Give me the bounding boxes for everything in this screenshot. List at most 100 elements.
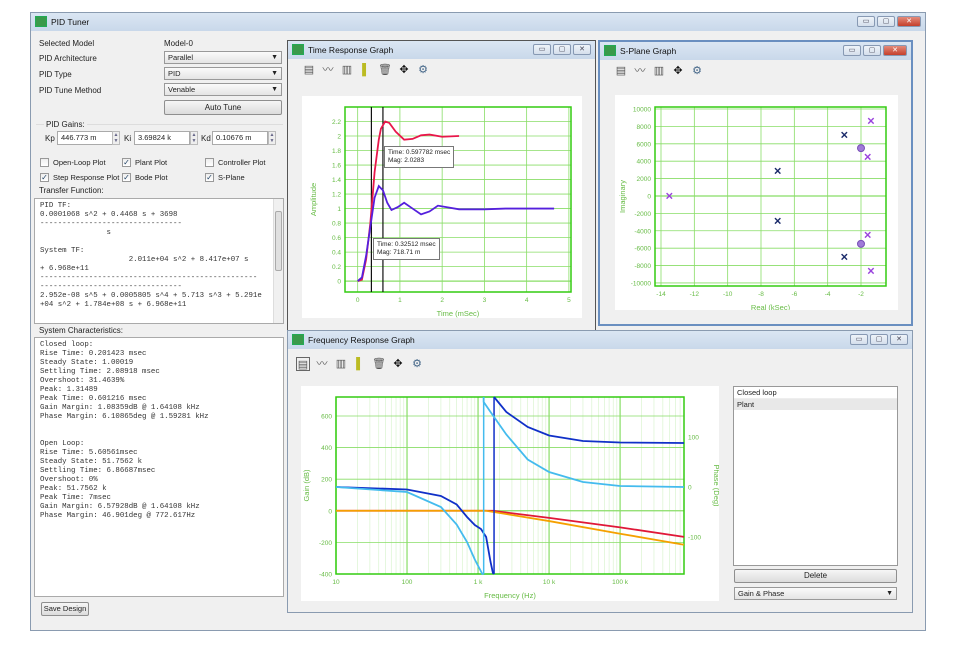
s-plane-chart-area: -14 -12 -10 -8 -6 -4 -2 -10000 -8000 -6000 -4000 -2… [615,95,898,312]
transfer-function-text[interactable]: PID TF: 0.0001068 s^2 + 0.4468 s + 3698 … [34,198,284,324]
chart-export-icon[interactable]: ▥ [335,358,347,370]
y-tick-label: 0 [337,279,341,286]
scrollbar-thumb[interactable] [275,211,282,271]
minimize-button[interactable]: ▭ [843,45,861,56]
checkbox-box[interactable]: ✓ [122,158,131,167]
checkbox-box[interactable] [205,158,214,167]
checkbox-box[interactable]: ✓ [40,173,49,182]
bode-plot-checkbox[interactable]: ✓ Bode Plot [122,173,168,182]
step-response-checkbox[interactable]: ✓ Step Response Plot [40,173,119,182]
list-item[interactable]: Closed loop [734,387,897,399]
checkbox-label: Open-Loop Plot [53,158,106,167]
plot-mode-value: Gain & Phase [738,589,785,598]
plot-list[interactable]: Closed loop Plant [733,386,898,566]
kd-input[interactable]: 0.10676 m [212,131,268,145]
maximize-button[interactable]: ▢ [863,45,881,56]
y-tick-label: 1.8 [332,148,341,155]
trash-icon[interactable]: 🗑 [378,64,392,76]
maximize-button[interactable]: ▢ [877,16,895,27]
pole-marker: ✕ [863,152,871,163]
plot-frame [654,106,887,287]
tooltip-mag: Mag: 718.71 m [377,249,421,256]
tune-method-label: PID Tune Method [39,86,102,95]
zero-marker [857,239,865,248]
kp-spinner[interactable]: ▲ ▼ [112,131,120,145]
clipboard-icon[interactable]: ▤ [615,65,627,77]
close-button[interactable]: ✕ [897,16,921,27]
clipboard-icon[interactable]: ▤ [303,64,315,76]
dropdown-arrow-icon: ▼ [271,54,278,61]
system-characteristics-text[interactable]: Closed loop: Rise Time: 0.201423 msec St… [34,337,284,597]
kd-spinner[interactable]: ▲ ▼ [268,131,276,145]
delete-button[interactable]: Delete [734,569,897,583]
kp-input[interactable]: 446.773 m [57,131,113,145]
save-design-button[interactable]: Save Design [41,602,89,616]
tf-scrollbar[interactable] [273,199,283,323]
pan-icon[interactable]: ✥ [399,64,409,76]
chart-export-icon[interactable]: ▥ [341,64,353,76]
s-plane-checkbox[interactable]: ✓ S-Plane [205,173,245,182]
maximize-button[interactable]: ▢ [870,334,888,345]
y-tick-label: 0.2 [332,264,341,271]
architecture-select[interactable]: Parallel ▼ [164,51,282,64]
ki-spinner[interactable]: ▲ ▼ [190,131,198,145]
pid-type-value: PID [168,69,181,78]
checkbox-box[interactable] [40,158,49,167]
maximize-button[interactable]: ▢ [553,44,571,55]
time-response-chart[interactable]: 0 1 2 3 4 5 0 0.2 0.4 0.6 0.8 1 1.2 1.4 1.6 1.8 2 2.2 Time… [302,96,582,318]
kp-label: Kp [45,134,55,143]
app-icon [292,44,304,55]
checkbox-box[interactable]: ✓ [205,173,214,182]
y-tick-label: 1.6 [332,163,341,170]
ki-input[interactable]: 3.69824 k [134,131,190,145]
tune-method-value: Venable [168,85,196,94]
x-tick-label: -12 [690,291,700,298]
pan-icon[interactable]: ✥ [673,65,683,77]
minimize-button[interactable]: ▭ [850,334,868,345]
dropdown-arrow-icon: ▼ [886,590,893,597]
cursor-tooltip: Time: 0.597782 msec Mag: 2.0283 [384,146,455,168]
settings-gear-icon[interactable]: ⚙ [418,64,428,76]
y-tick-label: 0 [647,193,651,200]
marker-icon[interactable]: ▌ [362,64,370,76]
plot-mode-select[interactable]: Gain & Phase ▼ [734,587,897,600]
app-icon [292,334,304,345]
list-item-selected[interactable]: Plant [734,399,897,410]
title-bar: Frequency Response Graph ▭ ▢ ✕ [288,331,912,349]
x-axis-label: Time (mSec) [437,309,480,318]
settings-gear-icon[interactable]: ⚙ [692,65,702,77]
y2-tick-label: 0 [688,485,692,492]
pan-icon[interactable]: ✥ [393,358,403,370]
settings-gear-icon[interactable]: ⚙ [412,358,422,370]
s-plane-chart[interactable]: -14 -12 -10 -8 -6 -4 -2 -10000 -8000 -6000 -4000 -2… [615,95,898,312]
clipboard-icon[interactable]: ▤ [296,357,310,371]
line-chart-icon[interactable]: 〰 [316,358,328,370]
checkbox-box[interactable]: ✓ [122,173,131,182]
auto-tune-button[interactable]: Auto Tune [164,100,282,115]
close-button[interactable]: ✕ [883,45,907,56]
open-loop-checkbox[interactable]: Open-Loop Plot [40,158,106,167]
minimize-button[interactable]: ▭ [857,16,875,27]
tune-method-select[interactable]: Venable ▼ [164,83,282,96]
chart-export-icon[interactable]: ▥ [653,65,665,77]
y-tick-label: -400 [319,572,332,579]
line-chart-icon[interactable]: 〰 [634,65,646,77]
x-tick-label: -2 [858,291,864,298]
plant-plot-checkbox[interactable]: ✓ Plant Plot [122,158,167,167]
bode-chart[interactable]: 10 100 1 k 10 k 100 k -400 -200 0 200 400 600 -100 0… [301,386,721,601]
trash-icon[interactable]: 🗑 [372,358,386,370]
x-tick-label: 10 k [543,579,556,586]
close-button[interactable]: ✕ [890,334,908,345]
checkbox-label: Plant Plot [135,158,168,167]
selected-model-label: Selected Model [39,39,95,48]
window-title: Time Response Graph [308,45,394,55]
close-button[interactable]: ✕ [573,44,591,55]
transfer-function-label: Transfer Function: [39,186,104,195]
pid-type-select[interactable]: PID ▼ [164,67,282,80]
line-chart-icon[interactable]: 〰 [322,64,334,76]
marker-icon[interactable]: ▌ [356,358,364,370]
x-tick-label: -6 [791,291,797,298]
minimize-button[interactable]: ▭ [533,44,551,55]
controller-plot-checkbox[interactable]: Controller Plot [205,158,266,167]
window-title: PID Tuner [51,17,90,27]
